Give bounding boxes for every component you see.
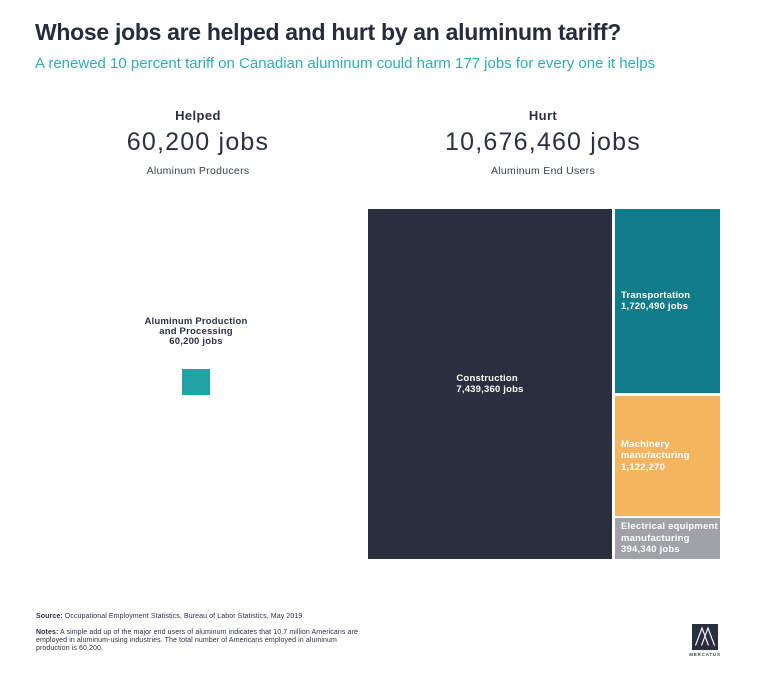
helped-sublabel: Aluminum Producers xyxy=(146,165,250,177)
notes-label: Notes: xyxy=(36,629,59,636)
helped-total-value: 60,200 jobs xyxy=(126,128,270,156)
machinery-jobs: 1,122,270 xyxy=(621,461,666,473)
notes-text: A simple add up of the major end users o… xyxy=(36,629,358,652)
helped-header: Helped 60,200 jobs Aluminum Producers xyxy=(63,108,333,177)
page-subtitle: A renewed 10 percent tariff on Canadian … xyxy=(35,55,656,72)
treemap-cell-electrical: Electrical equipment manufacturing 394,3… xyxy=(615,518,720,559)
hurt-label: Hurt xyxy=(528,108,558,123)
machinery-label: Machinery manufacturing 1,122,270 xyxy=(621,439,718,474)
electrical-name2: manufacturing xyxy=(621,532,690,544)
mercatus-logo-text: MERCATUS xyxy=(689,652,721,657)
treemap-cell-transportation: Transportation 1,720,490 jobs xyxy=(615,209,720,393)
source-text: Occupational Employment Statistics, Bure… xyxy=(62,613,303,620)
treemap-cell-machinery: Machinery manufacturing 1,122,270 xyxy=(615,396,720,516)
construction-label: Construction 7,439,360 jobs xyxy=(456,373,523,396)
construction-jobs: 7,439,360 jobs xyxy=(456,384,524,395)
treemap-cell-construction: Construction 7,439,360 jobs xyxy=(368,209,612,559)
transportation-name: Transportation xyxy=(621,289,691,301)
hurt-total-value: 10,676,460 jobs xyxy=(445,128,641,156)
annotation-line-2: and Processing xyxy=(159,326,233,337)
page-title: Whose jobs are helped and hurt by an alu… xyxy=(35,19,621,45)
hurt-header: Hurt 10,676,460 jobs Aluminum End Users xyxy=(408,108,678,177)
notes-block: Notes: A simple add up of the major end … xyxy=(36,629,358,653)
annotation-line-3: 60,200 jobs xyxy=(169,336,223,347)
helped-label: Helped xyxy=(175,108,221,123)
hurt-treemap: Construction 7,439,360 jobs Transportati… xyxy=(368,209,720,559)
treemap-cell-aluminum-production xyxy=(182,369,210,395)
source-line: Source: Occupational Employment Statisti… xyxy=(36,613,302,620)
annotation-line-1: Aluminum Production xyxy=(144,316,248,327)
hurt-sublabel: Aluminum End Users xyxy=(490,165,596,177)
machinery-name2: manufacturing xyxy=(621,450,690,462)
transportation-label: Transportation 1,720,490 jobs xyxy=(621,290,718,313)
source-label: Source: xyxy=(36,613,63,620)
helped-square-annotation: Aluminum Production and Processing 60,20… xyxy=(116,317,276,347)
mercatus-logo-icon xyxy=(692,624,718,650)
machinery-name: Machinery xyxy=(621,438,670,450)
transportation-jobs: 1,720,490 jobs xyxy=(621,301,689,312)
electrical-jobs: 394,340 jobs xyxy=(621,544,680,556)
electrical-name: Electrical equipment xyxy=(621,521,718,533)
construction-name: Construction xyxy=(456,372,518,384)
electrical-label: Electrical equipment manufacturing 394,3… xyxy=(621,521,718,556)
mercatus-logo: MERCATUS xyxy=(688,624,722,657)
